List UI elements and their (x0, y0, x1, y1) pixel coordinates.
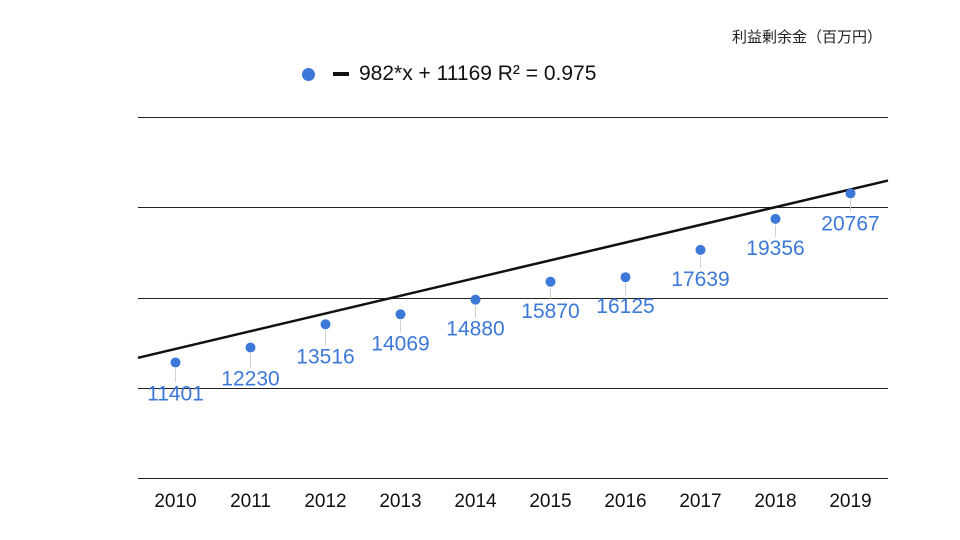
data-point (470, 294, 481, 305)
data-point (245, 342, 256, 353)
gridlines (138, 117, 888, 479)
data-point (695, 244, 706, 255)
data-point (395, 309, 406, 320)
data-label: 19356 (746, 237, 804, 260)
x-axis-ticks: 2010 2011 2012 2013 2014 2015 2016 2017 2018 2019 (154, 491, 871, 512)
data-point (845, 188, 856, 199)
x-tick-label: 2019 (829, 491, 871, 512)
data-label: 15870 (521, 300, 579, 323)
data-point (320, 319, 331, 330)
data-label: 17639 (671, 268, 729, 291)
leader-lines (175, 199, 851, 383)
legend-trendline-label: 982*x + 11169 R² = 0.975 (359, 62, 597, 85)
data-label: 16125 (596, 295, 654, 318)
x-tick-label: 2018 (754, 491, 796, 512)
trendline (137, 179, 889, 360)
data-points (170, 188, 856, 368)
data-label: 14880 (446, 318, 504, 341)
x-tick-label: 2017 (679, 491, 721, 512)
data-label: 12230 (221, 367, 279, 390)
x-tick-label: 2016 (604, 491, 646, 512)
x-tick-label: 2013 (379, 491, 421, 512)
data-label: 14069 (371, 332, 429, 355)
data-label: 13516 (296, 345, 354, 368)
x-tick-label: 2015 (529, 491, 571, 512)
data-labels: 11401 12230 13516 14069 14880 15870 16125 17639… (147, 212, 880, 405)
data-label: 11401 (147, 382, 204, 405)
legend-series-marker (302, 67, 315, 81)
x-tick-label: 2011 (230, 491, 271, 512)
data-label: 20767 (821, 212, 879, 235)
data-point (170, 357, 181, 368)
unit-label: 利益剰余金（百万円） (731, 29, 882, 46)
legend-trendline-marker (333, 72, 349, 76)
data-point (545, 276, 556, 287)
x-tick-label: 2010 (154, 491, 196, 512)
legend: 982*x + 11169 R² = 0.975 (302, 62, 596, 86)
data-point (620, 272, 631, 283)
x-tick-label: 2014 (454, 491, 497, 512)
data-point (770, 213, 781, 224)
trendline-layer (137, 179, 889, 360)
x-tick-label: 2012 (304, 491, 346, 512)
